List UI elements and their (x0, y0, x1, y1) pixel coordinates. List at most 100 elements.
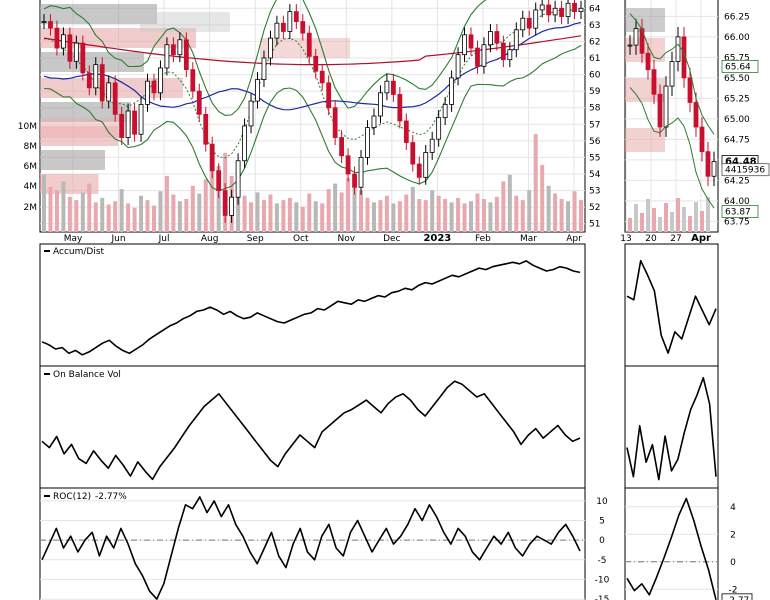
detail-x-tick-label: Apr (691, 233, 711, 244)
candle-body (442, 104, 448, 119)
volume-bar (352, 173, 357, 232)
detail-volume-by-price-bar (625, 128, 665, 152)
detail-roc-tick-label: 2 (730, 530, 736, 540)
candle-body (203, 113, 209, 145)
candle-body (209, 143, 215, 172)
obv-title: On Balance Vol (53, 370, 121, 380)
detail-volume-bar (652, 208, 656, 232)
candle-body (481, 44, 487, 67)
volume-bar (443, 199, 448, 232)
volume-bar (145, 200, 150, 232)
candle-body (345, 155, 351, 175)
detail-candle-body (657, 93, 663, 128)
candle-body (229, 196, 235, 216)
candle-body (371, 115, 377, 129)
detail-x-tick-label: 13 (620, 234, 631, 244)
detail-volume-by-price-bar (625, 8, 665, 32)
accum-panel (39, 243, 586, 367)
candle-body (513, 29, 519, 51)
x-tick-label: Sep (247, 234, 264, 244)
volume-bar (300, 206, 305, 232)
volume-bar (119, 189, 124, 232)
candle-body (151, 80, 157, 94)
volume-bar (527, 190, 532, 232)
candle-body (533, 9, 539, 29)
volume-bar (494, 196, 499, 232)
volume-bar (164, 175, 169, 232)
candle-body (132, 110, 137, 135)
detail-x-tick-label: 27 (670, 234, 681, 244)
detail-volume-by-price-bar (625, 38, 665, 62)
volume-bar (546, 185, 551, 232)
detail-price-tick-label: 64.25 (724, 176, 750, 186)
candle-body (390, 80, 396, 95)
detail-volume-bar (706, 197, 710, 232)
volume-bar (507, 174, 512, 232)
detail-volume-bar (700, 211, 704, 232)
candle-body (268, 37, 273, 59)
volume-bar (365, 197, 370, 232)
price-tick-label: 60 (589, 71, 601, 81)
volume-bar (346, 178, 351, 232)
detail-value-tag (721, 60, 759, 73)
candle-body (462, 34, 467, 56)
volume-tick-label: 8M (24, 142, 38, 152)
volume-bar (294, 202, 299, 232)
detail-candle-body (705, 151, 711, 177)
volume-bar (469, 201, 474, 232)
detail-candle-body (663, 85, 669, 128)
volume-by-price-bar (40, 174, 99, 194)
candle-body (93, 64, 99, 89)
price-tick-label: 62 (589, 37, 600, 47)
volume-tick-label: 2M (24, 203, 38, 213)
price-tick-label: 56 (589, 137, 601, 147)
volume-bar (572, 191, 577, 232)
bollinger-lower-band (43, 44, 582, 192)
x-tick-label: Jul (158, 234, 170, 244)
volume-bar (501, 181, 506, 232)
volume-bar (93, 202, 98, 232)
accum-dist-line (41, 260, 581, 356)
volume-bar (404, 194, 409, 232)
volume-by-price-bar (260, 38, 350, 58)
volume-bar (100, 197, 105, 232)
roc-tick-label: 5 (599, 517, 605, 527)
candle-body (313, 55, 319, 72)
candle-body (125, 110, 131, 138)
candle-body (572, 2, 577, 12)
volume-bar (430, 190, 435, 232)
price-tick-label: 53 (589, 187, 600, 197)
candle-body (449, 77, 455, 105)
detail-x-tick-label: 20 (645, 234, 657, 244)
volume-bar (579, 200, 583, 232)
volume-bar (371, 202, 376, 232)
volume-bar (462, 203, 467, 232)
candle-body (365, 127, 370, 158)
candle-body (552, 7, 558, 16)
detail-roc-value-label: -2.77 (726, 596, 749, 600)
volume-bar (274, 203, 279, 232)
x-tick-label: 2023 (423, 233, 451, 244)
moving-average-200 (43, 35, 582, 66)
candle-body (293, 11, 299, 22)
roc-tick-label: -10 (595, 575, 610, 585)
candle-body (403, 120, 409, 143)
price-tick-label: 58 (589, 104, 601, 114)
detail-volume-bar (658, 217, 662, 232)
volume-bar (249, 202, 254, 232)
detail-value-tag (721, 205, 759, 218)
price-tick-label: 55 (589, 153, 600, 163)
detail-candle-body (711, 161, 717, 177)
x-tick-label: Aug (201, 234, 219, 244)
volume-bar (74, 200, 79, 232)
volume-bar (307, 193, 312, 232)
candle-body (526, 17, 532, 29)
volume-bar (48, 186, 53, 232)
candle-body (216, 170, 222, 191)
volume-bar (333, 183, 338, 232)
detail-volume-bar (646, 199, 650, 232)
x-tick-label: Apr (566, 234, 582, 244)
candle-body (138, 104, 144, 135)
volume-bar (566, 201, 571, 232)
candle-body (384, 80, 390, 94)
